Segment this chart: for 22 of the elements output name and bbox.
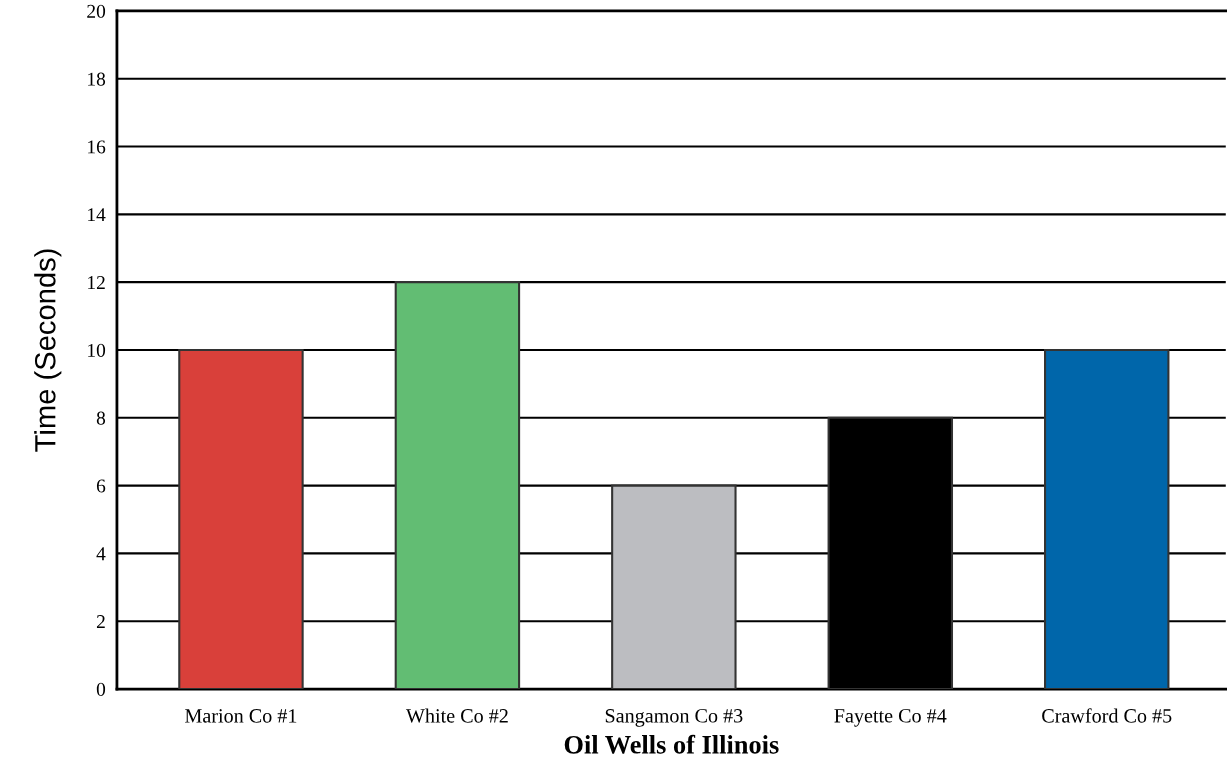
y-tick-label: 10 xyxy=(88,343,106,357)
bar xyxy=(611,484,737,690)
bar xyxy=(178,348,304,690)
y-tick-label: 6 xyxy=(96,479,106,493)
bar xyxy=(1044,348,1170,690)
y-tick-label: 2 xyxy=(96,615,105,628)
x-tick-label: White Co #2 xyxy=(405,708,508,723)
y-tick-label: 12 xyxy=(88,276,105,289)
y-tick-label: 4 xyxy=(96,547,106,561)
bar xyxy=(394,281,521,690)
y-tick-label: 8 xyxy=(96,411,106,425)
y-tick-label: 20 xyxy=(87,4,106,18)
y-tick-label: 14 xyxy=(88,208,106,222)
y-tick-label: 18 xyxy=(88,72,106,86)
x-tick-label: Sangamon Co #3 xyxy=(605,709,743,727)
x-tick-label: Fayette Co #4 xyxy=(834,709,947,727)
y-tick-label: 0 xyxy=(96,682,106,696)
y-axis-title: Time (Seconds) xyxy=(34,249,62,452)
x-tick-label: Crawford Co #5 xyxy=(1042,708,1172,723)
x-tick-label: Marion Co #1 xyxy=(185,709,297,723)
y-tick-label: 16 xyxy=(88,140,106,154)
x-axis-title: Oil Wells of Illinois xyxy=(564,734,779,754)
